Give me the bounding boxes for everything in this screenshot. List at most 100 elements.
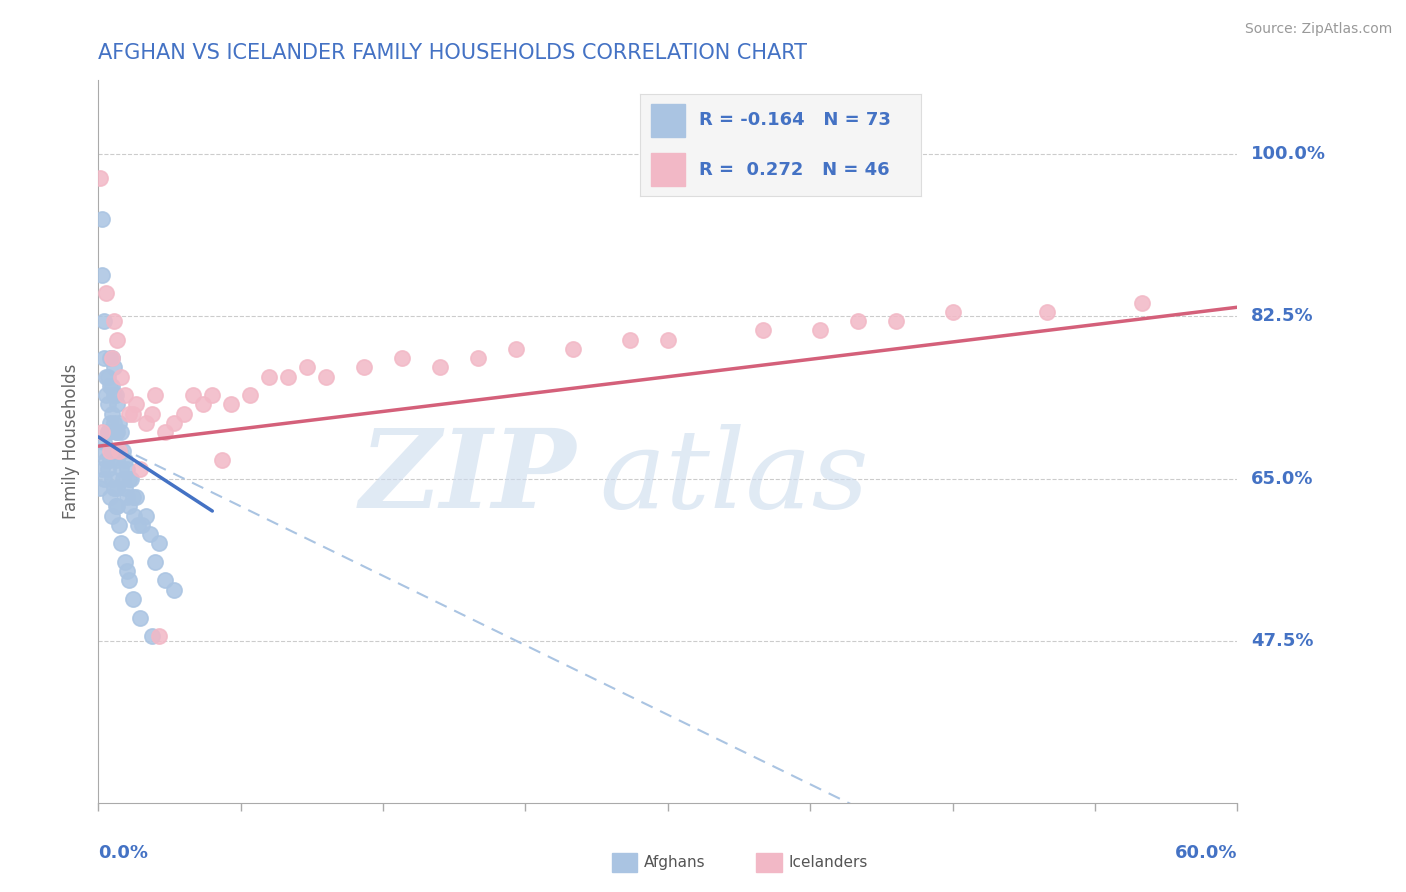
Point: [125, 397, 148, 411]
Text: R = -0.164   N = 73: R = -0.164 N = 73: [699, 112, 890, 129]
Point: [131, 517, 153, 532]
Point: [108, 443, 131, 458]
Point: [103, 481, 125, 495]
Text: Source: ZipAtlas.com: Source: ZipAtlas.com: [1244, 22, 1392, 37]
Point: [183, 388, 205, 402]
Point: [277, 369, 299, 384]
Point: [114, 453, 136, 467]
Point: [239, 388, 262, 402]
Point: [118, 407, 141, 421]
Point: [97, 369, 120, 384]
Point: [562, 342, 585, 356]
Point: [121, 592, 143, 607]
Point: [1132, 295, 1154, 310]
Point: [104, 425, 127, 440]
Point: [100, 379, 122, 393]
Point: [846, 314, 869, 328]
Point: [110, 369, 132, 384]
Point: [97, 397, 120, 411]
Point: [94, 286, 117, 301]
Point: [145, 388, 167, 402]
Point: [91, 212, 114, 227]
Point: [107, 425, 129, 440]
Point: [107, 333, 129, 347]
Point: [104, 388, 127, 402]
Point: [108, 443, 131, 458]
Point: [110, 462, 132, 476]
Point: [191, 397, 214, 411]
Point: [129, 610, 152, 624]
Bar: [651, 153, 685, 186]
Point: [125, 490, 148, 504]
Point: [657, 333, 679, 347]
Point: [108, 517, 131, 532]
Point: [115, 490, 138, 504]
Point: [135, 416, 157, 430]
Text: 60.0%: 60.0%: [1175, 845, 1237, 863]
Point: [89, 443, 111, 458]
Point: [141, 629, 163, 643]
Point: [110, 536, 132, 550]
Point: [98, 379, 121, 393]
Point: [121, 490, 143, 504]
Point: [91, 425, 114, 440]
Point: [619, 333, 641, 347]
Point: [221, 397, 243, 411]
Point: [100, 472, 122, 486]
Point: [752, 323, 775, 337]
Point: [103, 443, 125, 458]
Text: 82.5%: 82.5%: [1251, 308, 1313, 326]
Point: [148, 536, 170, 550]
Point: [145, 555, 167, 569]
Point: [94, 453, 117, 467]
Point: [100, 351, 122, 366]
Point: [942, 305, 965, 319]
Point: [148, 629, 170, 643]
Point: [98, 453, 121, 467]
Point: [97, 425, 120, 440]
Point: [391, 351, 413, 366]
Point: [153, 425, 176, 440]
Point: [114, 388, 136, 402]
Point: [98, 490, 121, 504]
Point: [97, 425, 120, 440]
Point: [429, 360, 451, 375]
Point: [135, 508, 157, 523]
Point: [91, 268, 114, 282]
Point: [100, 443, 122, 458]
Point: [505, 342, 527, 356]
Point: [107, 397, 129, 411]
Point: [120, 472, 142, 486]
Point: [138, 527, 160, 541]
Point: [297, 360, 319, 375]
Point: [108, 416, 131, 430]
Point: [98, 416, 121, 430]
Y-axis label: Family Households: Family Households: [62, 364, 80, 519]
Point: [112, 472, 135, 486]
Point: [211, 453, 233, 467]
Point: [201, 388, 224, 402]
Text: Afghans: Afghans: [644, 855, 706, 870]
Point: [94, 388, 117, 402]
Point: [808, 323, 831, 337]
Point: [129, 462, 152, 476]
Point: [97, 462, 120, 476]
Point: [121, 407, 143, 421]
Point: [94, 369, 117, 384]
Bar: [651, 104, 685, 136]
Point: [163, 582, 186, 597]
Point: [114, 555, 136, 569]
Point: [124, 508, 146, 523]
Point: [884, 314, 907, 328]
Text: 100.0%: 100.0%: [1251, 145, 1326, 163]
Point: [107, 481, 129, 495]
Point: [104, 500, 127, 514]
Point: [107, 500, 129, 514]
Point: [103, 360, 125, 375]
Point: [107, 453, 129, 467]
Point: [103, 388, 125, 402]
Point: [353, 360, 375, 375]
Point: [93, 314, 115, 328]
Point: [93, 434, 115, 449]
Text: R =  0.272   N = 46: R = 0.272 N = 46: [699, 161, 890, 178]
